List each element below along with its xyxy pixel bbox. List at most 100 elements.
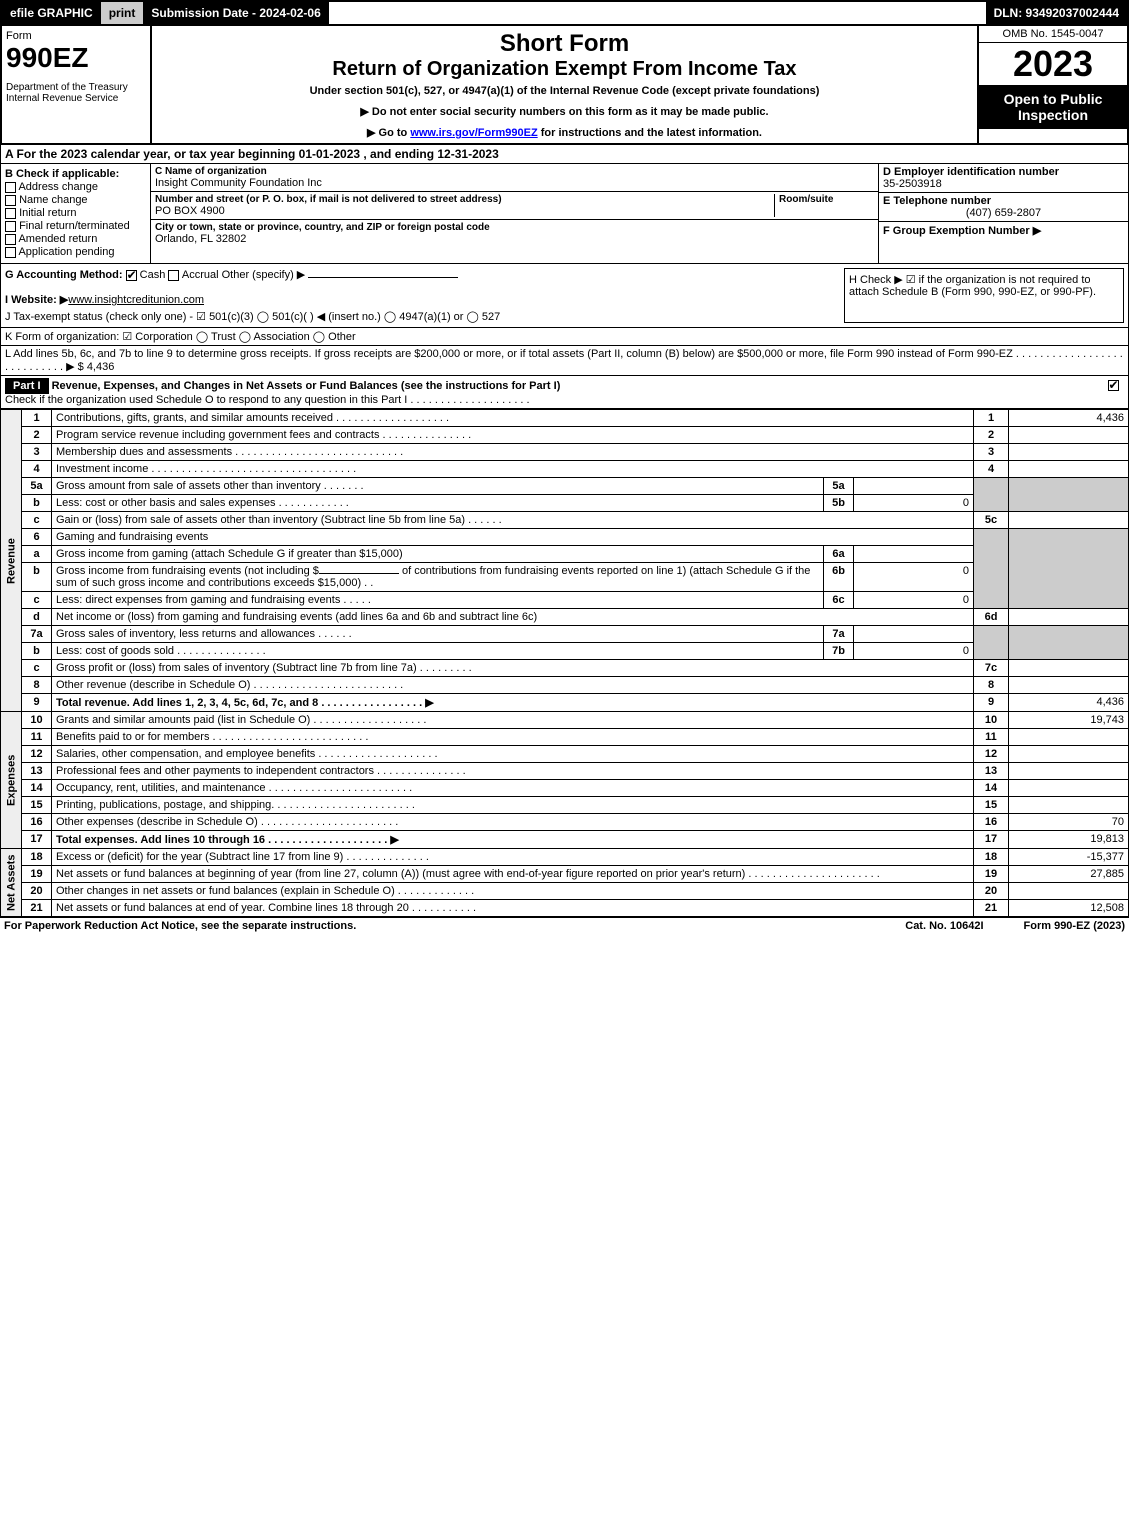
org-name-label: C Name of organization bbox=[155, 166, 874, 177]
line-desc: Gaming and fundraising events bbox=[52, 529, 974, 546]
checkbox-icon bbox=[5, 208, 16, 219]
line-amount: 27,885 bbox=[1009, 866, 1129, 883]
line-2: 2Program service revenue including gover… bbox=[1, 427, 1129, 444]
section-k: K Form of organization: ☑ Corporation ◯ … bbox=[0, 328, 1129, 346]
line-16: 16Other expenses (describe in Schedule O… bbox=[1, 814, 1129, 831]
line-desc: Net assets or fund balances at beginning… bbox=[52, 866, 974, 883]
part1-table: Revenue 1Contributions, gifts, grants, a… bbox=[0, 409, 1129, 917]
other-label: Other (specify) ▶ bbox=[222, 269, 306, 281]
subline-num: 5a bbox=[824, 478, 854, 495]
street-label: Number and street (or P. O. box, if mail… bbox=[155, 194, 774, 205]
checkbox-accrual[interactable] bbox=[168, 270, 179, 281]
website-label: I Website: ▶ bbox=[5, 294, 68, 306]
line-12: 12Salaries, other compensation, and empl… bbox=[1, 746, 1129, 763]
form-header: Form 990EZ Department of the Treasury In… bbox=[0, 26, 1129, 145]
line-21: 21Net assets or fund balances at end of … bbox=[1, 900, 1129, 917]
line-7c: cGross profit or (loss) from sales of in… bbox=[1, 660, 1129, 677]
line-desc: Gross amount from sale of assets other t… bbox=[52, 478, 824, 495]
line-amount: 4,436 bbox=[1009, 694, 1129, 712]
section-g: G Accounting Method: Cash Accrual Other … bbox=[5, 268, 844, 281]
line-amount bbox=[1009, 444, 1129, 461]
checkbox-icon bbox=[5, 221, 16, 232]
section-c: C Name of organization Insight Community… bbox=[151, 164, 878, 263]
line-amount bbox=[1009, 609, 1129, 626]
line-desc: Gross income from fundraising events (no… bbox=[52, 563, 824, 592]
subline-num: 7b bbox=[824, 643, 854, 660]
line-amount bbox=[1009, 780, 1129, 797]
section-b-header: B Check if applicable: bbox=[5, 168, 146, 180]
line-5c: cGain or (loss) from sale of assets othe… bbox=[1, 512, 1129, 529]
city: Orlando, FL 32802 bbox=[155, 233, 874, 245]
line-15: 15Printing, publications, postage, and s… bbox=[1, 797, 1129, 814]
subline-val bbox=[854, 546, 974, 563]
ein-label: D Employer identification number bbox=[883, 166, 1124, 178]
line-10: Expenses 10Grants and similar amounts pa… bbox=[1, 712, 1129, 729]
line-11: 11Benefits paid to or for members . . . … bbox=[1, 729, 1129, 746]
line-amount bbox=[1009, 660, 1129, 677]
line-desc: Salaries, other compensation, and employ… bbox=[52, 746, 974, 763]
checkbox-icon bbox=[5, 182, 16, 193]
check-amended-return[interactable]: Amended return bbox=[5, 233, 146, 245]
subline-num: 6c bbox=[824, 592, 854, 609]
print-button[interactable]: print bbox=[101, 2, 144, 24]
line-17: 17Total expenses. Add lines 10 through 1… bbox=[1, 831, 1129, 849]
line-5a: 5aGross amount from sale of assets other… bbox=[1, 478, 1129, 495]
line-desc: Investment income . . . . . . . . . . . … bbox=[52, 461, 974, 478]
line-desc: Less: direct expenses from gaming and fu… bbox=[52, 592, 824, 609]
line-desc: Professional fees and other payments to … bbox=[52, 763, 974, 780]
line-desc: Net assets or fund balances at end of ye… bbox=[52, 900, 974, 917]
check-name-change[interactable]: Name change bbox=[5, 194, 146, 206]
website-value[interactable]: www.insightcreditunion.com bbox=[68, 294, 204, 306]
line-20: 20Other changes in net assets or fund ba… bbox=[1, 883, 1129, 900]
line-desc: Gain or (loss) from sale of assets other… bbox=[52, 512, 974, 529]
check-label: Initial return bbox=[19, 207, 76, 219]
checkbox-icon bbox=[5, 234, 16, 245]
header-left: Form 990EZ Department of the Treasury In… bbox=[2, 26, 152, 143]
line-desc: Program service revenue including govern… bbox=[52, 427, 974, 444]
line-amount bbox=[1009, 746, 1129, 763]
part1-checkbox[interactable] bbox=[1108, 380, 1119, 391]
note2-pre: ▶ Go to bbox=[367, 127, 410, 139]
checkbox-icon bbox=[5, 195, 16, 206]
line-13: 13Professional fees and other payments t… bbox=[1, 763, 1129, 780]
note-ssn: ▶ Do not enter social security numbers o… bbox=[156, 105, 973, 118]
line-desc: Less: cost or other basis and sales expe… bbox=[52, 495, 824, 512]
line-amount: 19,813 bbox=[1009, 831, 1129, 849]
line-amount: 12,508 bbox=[1009, 900, 1129, 917]
line-3: 3Membership dues and assessments . . . .… bbox=[1, 444, 1129, 461]
part1-label: Part I bbox=[5, 378, 49, 394]
line-desc: Net income or (loss) from gaming and fun… bbox=[52, 609, 974, 626]
part1-header-row: Part I Revenue, Expenses, and Changes in… bbox=[0, 376, 1129, 409]
expenses-side-label: Expenses bbox=[1, 712, 22, 849]
check-address-change[interactable]: Address change bbox=[5, 181, 146, 193]
submission-date: Submission Date - 2024-02-06 bbox=[143, 2, 328, 24]
line-amount: 4,436 bbox=[1009, 410, 1129, 427]
check-application-pending[interactable]: Application pending bbox=[5, 246, 146, 258]
subtitle: Under section 501(c), 527, or 4947(a)(1)… bbox=[156, 85, 973, 97]
line-18: Net Assets 18Excess or (deficit) for the… bbox=[1, 849, 1129, 866]
line-amount: 19,743 bbox=[1009, 712, 1129, 729]
page-footer: For Paperwork Reduction Act Notice, see … bbox=[0, 917, 1129, 934]
check-label: Name change bbox=[19, 194, 88, 206]
section-a: A For the 2023 calendar year, or tax yea… bbox=[0, 145, 1129, 164]
check-label: Address change bbox=[18, 181, 98, 193]
line-6b: bGross income from fundraising events (n… bbox=[1, 563, 1129, 592]
room-label: Room/suite bbox=[779, 194, 874, 205]
section-i: I Website: ▶www.insightcreditunion.com bbox=[5, 293, 844, 306]
check-label: Application pending bbox=[18, 246, 114, 258]
subline-val: 0 bbox=[854, 563, 974, 592]
netassets-side-label: Net Assets bbox=[1, 849, 22, 917]
line-amount: 70 bbox=[1009, 814, 1129, 831]
subline-num: 6a bbox=[824, 546, 854, 563]
form-number: 990EZ bbox=[6, 42, 146, 74]
line-desc: Grants and similar amounts paid (list in… bbox=[52, 712, 974, 729]
line-amount bbox=[1009, 729, 1129, 746]
line-desc: Other expenses (describe in Schedule O) … bbox=[52, 814, 974, 831]
check-initial-return[interactable]: Initial return bbox=[5, 207, 146, 219]
irs-link[interactable]: www.irs.gov/Form990EZ bbox=[410, 127, 537, 139]
block-ghij: G Accounting Method: Cash Accrual Other … bbox=[0, 264, 1129, 328]
line-9: 9Total revenue. Add lines 1, 2, 3, 4, 5c… bbox=[1, 694, 1129, 712]
line-desc: Total revenue. Add lines 1, 2, 3, 4, 5c,… bbox=[52, 694, 974, 712]
checkbox-cash[interactable] bbox=[126, 270, 137, 281]
check-final-return[interactable]: Final return/terminated bbox=[5, 220, 146, 232]
